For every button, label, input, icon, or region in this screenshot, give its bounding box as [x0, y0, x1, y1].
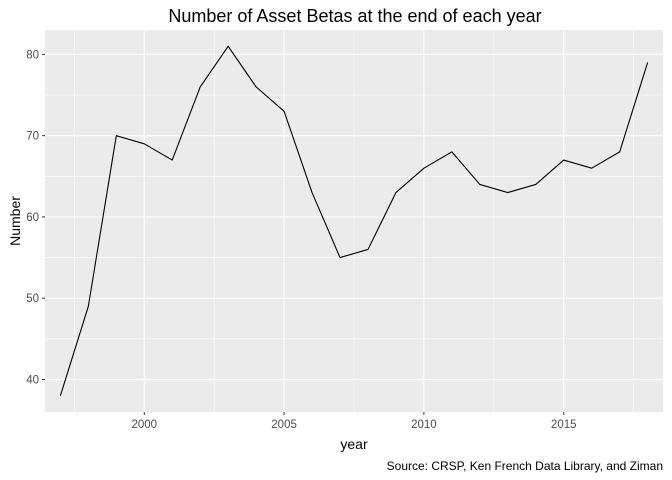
- x-axis: 2000 2005 2010 2015: [131, 412, 577, 431]
- y-tick-label: 70: [26, 131, 39, 143]
- y-axis: 40 50 60 70 80: [26, 49, 45, 386]
- chart-title: Number of Asset Betas at the end of each…: [168, 6, 541, 26]
- series: [59, 45, 649, 396]
- x-tick-label: 2005: [271, 419, 297, 431]
- x-tick-label: 2010: [411, 419, 437, 431]
- x-tick-label: 2000: [131, 419, 157, 431]
- series-line: [59, 45, 649, 396]
- y-tick-label: 60: [26, 212, 39, 224]
- x-tick-label: 2015: [551, 419, 577, 431]
- y-tick-label: 80: [26, 49, 39, 61]
- y-tick-label: 50: [26, 293, 39, 305]
- x-axis-title: year: [340, 436, 368, 452]
- y-axis-title: Number: [7, 196, 23, 246]
- y-tick-label: 40: [26, 374, 39, 386]
- chart-caption: Source: CRSP, Ken French Data Library, a…: [387, 459, 663, 473]
- major-gridlines: [45, 30, 663, 412]
- minor-gridlines: [45, 30, 663, 412]
